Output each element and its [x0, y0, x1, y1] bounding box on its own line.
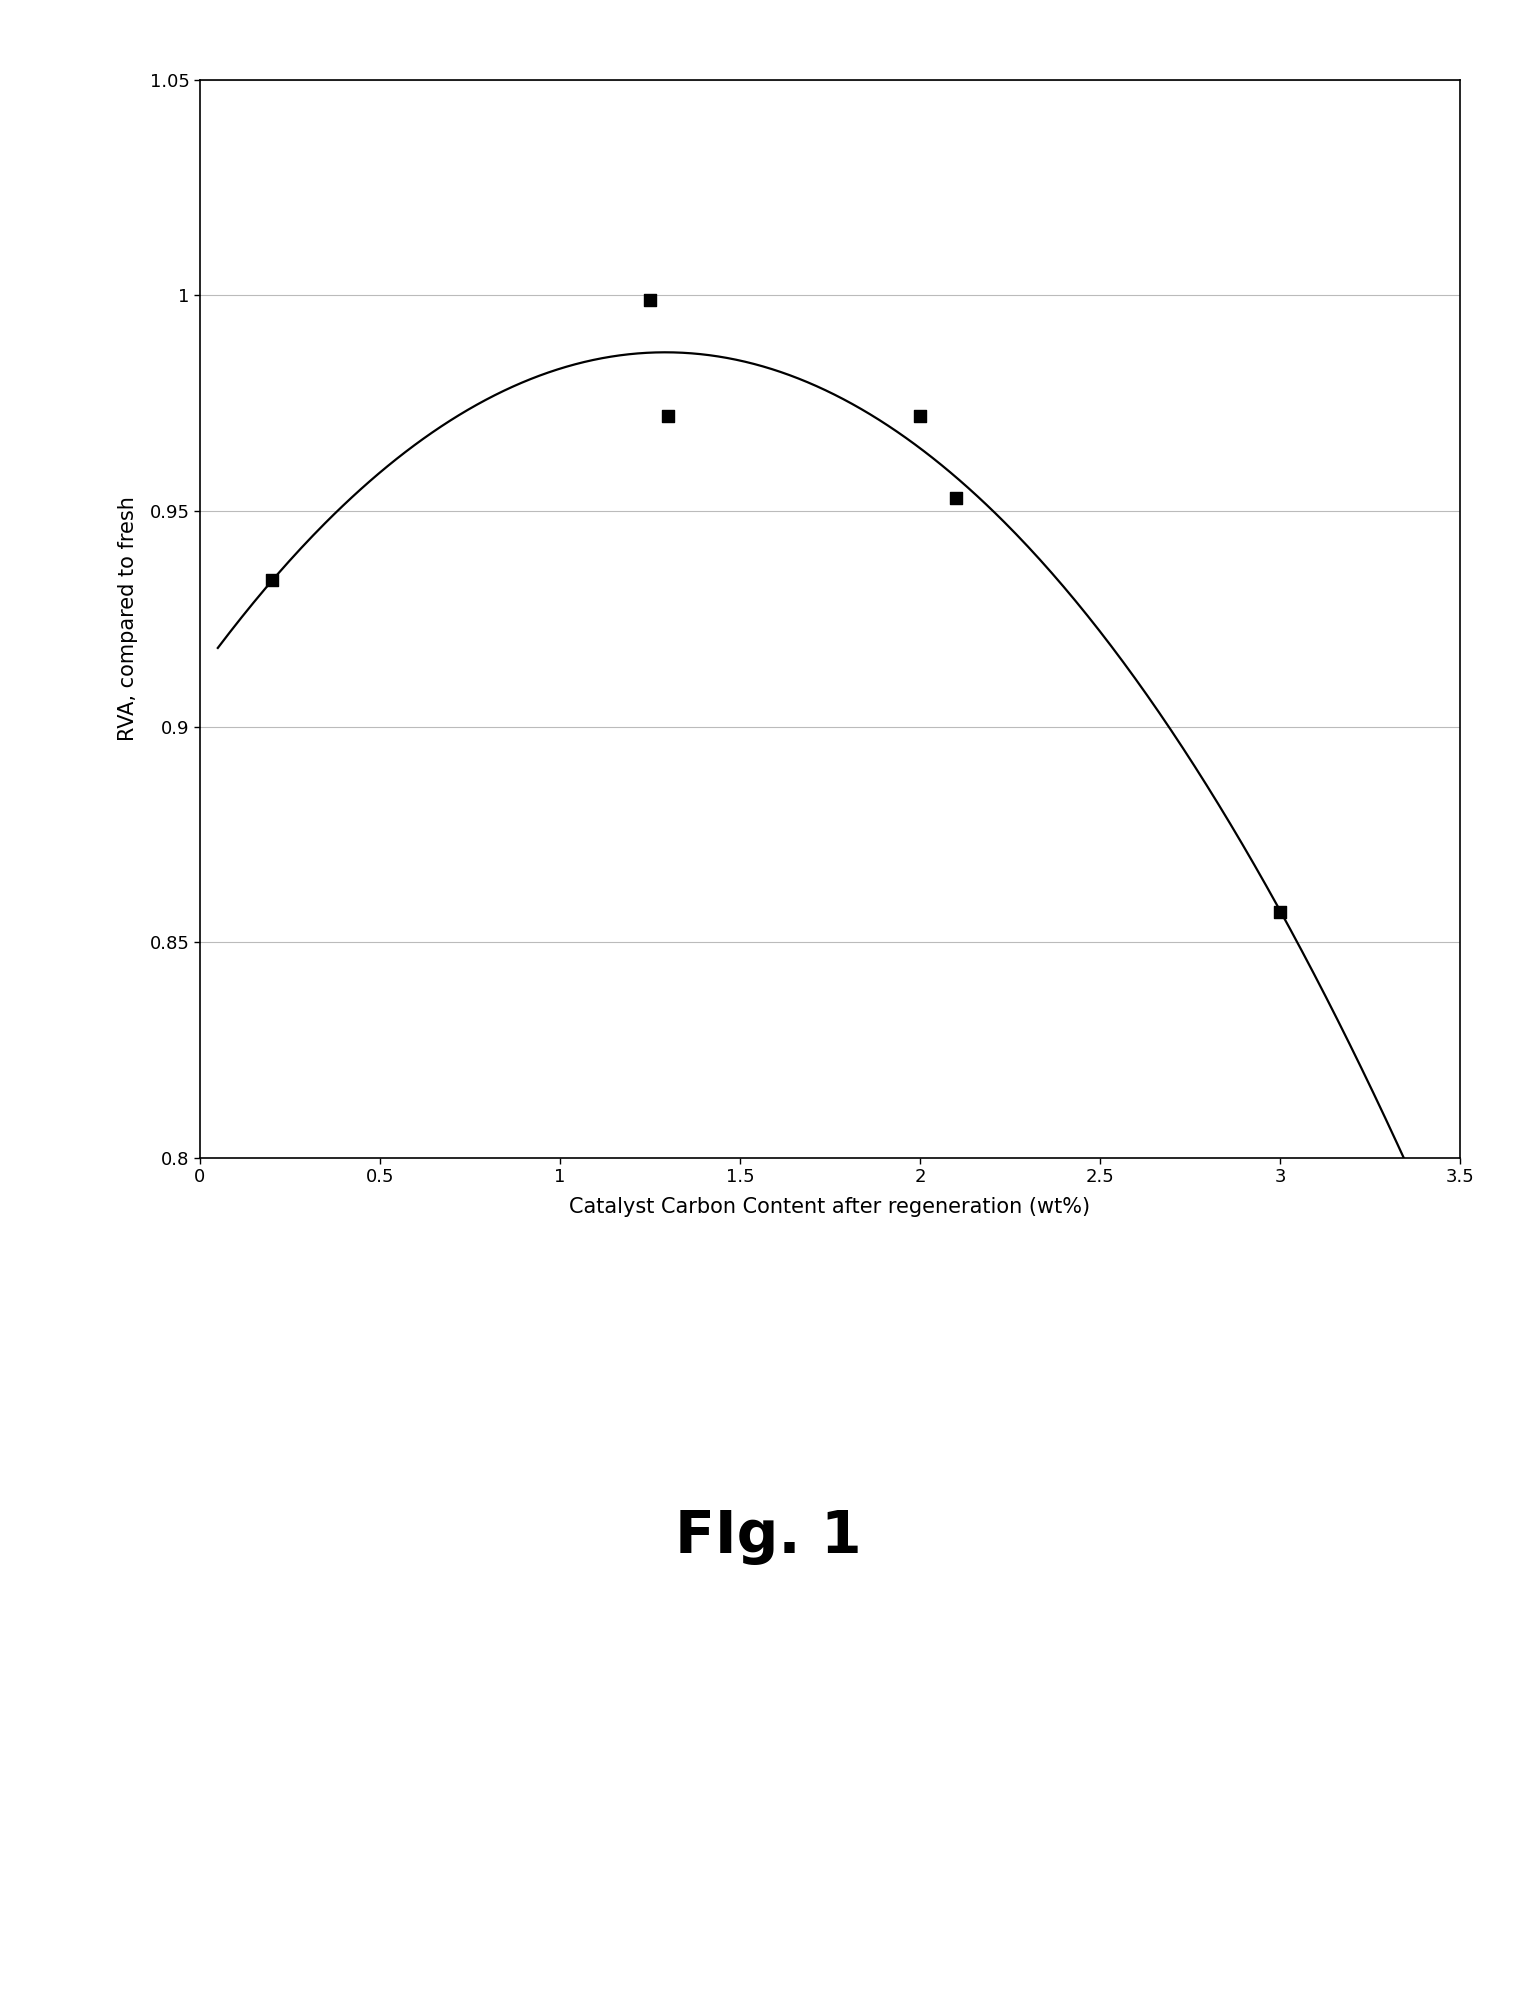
Point [908, 399, 933, 431]
Point [656, 399, 681, 431]
Text: FIg. 1: FIg. 1 [675, 1509, 862, 1565]
X-axis label: Catalyst Carbon Content after regeneration (wt%): Catalyst Carbon Content after regenerati… [569, 1198, 1091, 1218]
Point [260, 565, 284, 597]
Point [638, 283, 662, 315]
Y-axis label: RVA, compared to fresh: RVA, compared to fresh [118, 497, 138, 741]
Point [1268, 896, 1293, 928]
Point [944, 483, 968, 515]
